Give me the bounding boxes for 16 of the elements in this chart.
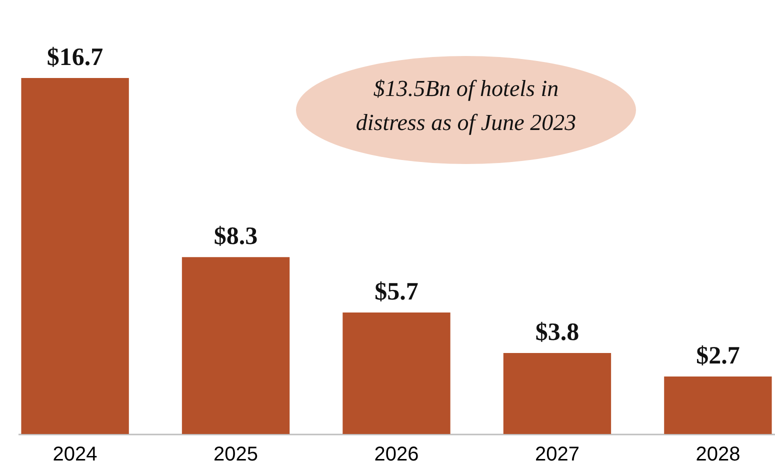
data-label: $3.8 [535,318,580,346]
bar [503,352,612,434]
x-tick-label: 2024 [52,444,98,466]
bar [21,78,129,434]
data-label: $5.7 [374,278,418,306]
data-label: $2.7 [696,342,740,370]
data-label: $8.3 [214,223,258,250]
bar [182,257,290,434]
x-tick-label: 2028 [696,444,740,466]
x-tick-label: 2025 [214,444,258,466]
data-label: $16.7 [46,44,104,71]
x-tick-label: 2026 [374,444,419,466]
x-tick-label: 2027 [534,444,580,466]
annotation: $13.5Bn of hotels in distress as of June 2023 [354,75,578,137]
bar [664,376,772,434]
bar [342,312,450,434]
